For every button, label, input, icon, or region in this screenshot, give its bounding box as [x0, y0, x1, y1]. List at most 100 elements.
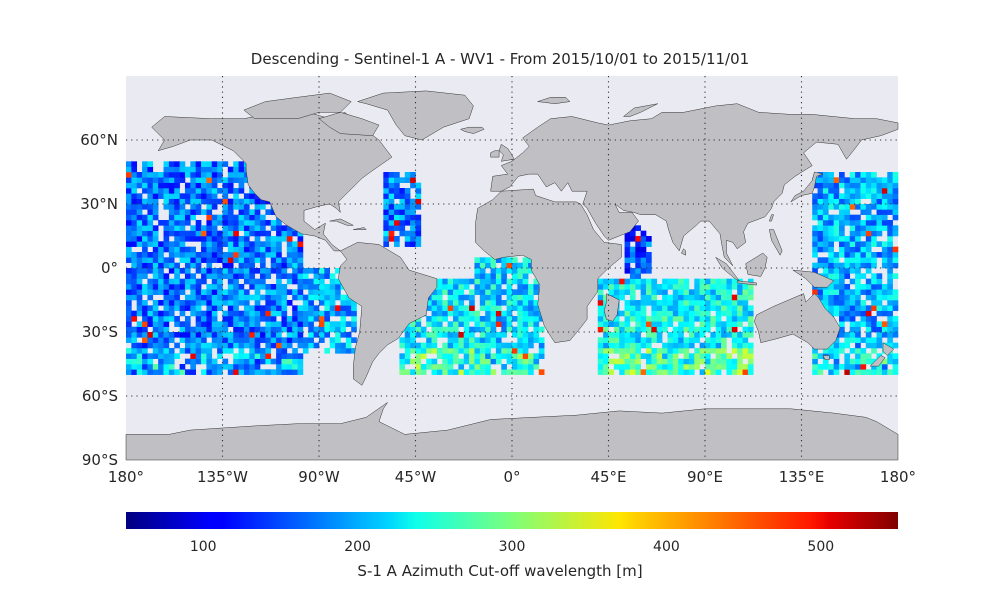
data-cell: [136, 177, 143, 183]
data-cell: [833, 230, 840, 237]
data-cell: [260, 220, 266, 226]
data-cell: [147, 198, 154, 205]
data-cell: [635, 273, 641, 279]
data-cell: [828, 268, 834, 274]
data-cell: [613, 358, 620, 365]
data-cell: [860, 204, 867, 210]
data-cell: [694, 289, 700, 295]
data-cell: [849, 262, 856, 269]
data-cell: [479, 289, 486, 295]
data-cell: [495, 353, 502, 359]
data-cell: [174, 294, 180, 301]
data-cell: [844, 284, 851, 290]
data-cell: [211, 300, 218, 306]
data-cell: [168, 278, 175, 285]
data-cell: [640, 278, 647, 285]
data-cell: [276, 252, 282, 258]
data-cell: [479, 284, 486, 290]
data-cell: [678, 358, 684, 365]
data-cell: [243, 332, 250, 338]
data-cell: [158, 353, 164, 359]
data-cell: [190, 182, 196, 189]
data-cell: [254, 294, 261, 301]
data-cell: [404, 198, 411, 205]
data-cell: [206, 342, 213, 349]
data-cell: [158, 321, 164, 327]
data-cell: [270, 358, 277, 365]
data-cell: [254, 278, 261, 285]
data-cell: [431, 316, 438, 322]
data-cell: [506, 321, 513, 327]
data-cell: [399, 337, 406, 343]
data-cell: [876, 326, 883, 333]
data-cell: [206, 214, 213, 221]
data-cell: [479, 348, 486, 354]
data-cell: [442, 353, 448, 359]
data-cell: [206, 172, 213, 178]
data-cell: [629, 332, 636, 338]
data-cell: [705, 369, 711, 375]
data-cell: [501, 348, 507, 354]
data-cell: [876, 305, 883, 311]
data-cell: [168, 193, 175, 199]
data-cell: [260, 204, 266, 210]
data-cell: [839, 193, 845, 199]
data-cell: [147, 241, 154, 247]
data-cell: [747, 369, 754, 375]
data-cell: [195, 332, 202, 338]
data-cell: [260, 305, 266, 311]
data-cell: [174, 225, 180, 231]
data-cell: [184, 209, 191, 215]
data-cell: [833, 337, 840, 343]
data-cell: [260, 246, 266, 253]
data-cell: [206, 220, 213, 226]
data-cell: [126, 337, 132, 343]
data-cell: [410, 332, 416, 338]
data-cell: [662, 364, 668, 370]
data-cell: [238, 342, 245, 349]
data-cell: [222, 316, 229, 322]
data-cell: [721, 289, 727, 295]
data-cell: [485, 294, 491, 301]
data-cell: [887, 209, 893, 215]
data-cell: [881, 310, 888, 317]
data-cell: [495, 278, 502, 285]
data-cell: [270, 289, 277, 295]
data-cell: [442, 300, 448, 306]
data-cell: [184, 337, 191, 343]
data-cell: [345, 337, 352, 343]
data-cell: [667, 321, 674, 327]
data-cell: [152, 225, 159, 231]
data-cell: [174, 177, 180, 183]
data-cell: [297, 262, 304, 269]
data-cell: [126, 182, 132, 189]
data-cell: [206, 294, 213, 301]
data-cell: [469, 300, 475, 306]
data-cell: [865, 268, 872, 274]
data-cell: [731, 348, 738, 354]
data-cell: [640, 268, 647, 274]
data-cell: [142, 262, 148, 269]
data-cell: [163, 337, 170, 343]
data-cell: [646, 236, 652, 242]
data-cell: [876, 300, 883, 306]
data-cell: [163, 326, 170, 333]
data-cell: [506, 300, 513, 306]
data-cell: [265, 284, 272, 290]
data-cell: [201, 300, 207, 306]
data-cell: [249, 225, 255, 231]
data-cell: [238, 252, 245, 258]
data-cell: [881, 305, 888, 311]
data-cell: [158, 310, 164, 317]
data-cell: [694, 332, 700, 338]
data-cell: [276, 369, 282, 375]
data-cell: [506, 289, 513, 295]
data-cell: [822, 268, 829, 274]
data-cell: [517, 332, 524, 338]
data-cell: [822, 294, 829, 301]
data-cell: [474, 284, 481, 290]
data-cell: [651, 332, 658, 338]
data-cell: [388, 204, 395, 210]
data-cell: [152, 198, 159, 205]
data-cell: [710, 289, 717, 295]
